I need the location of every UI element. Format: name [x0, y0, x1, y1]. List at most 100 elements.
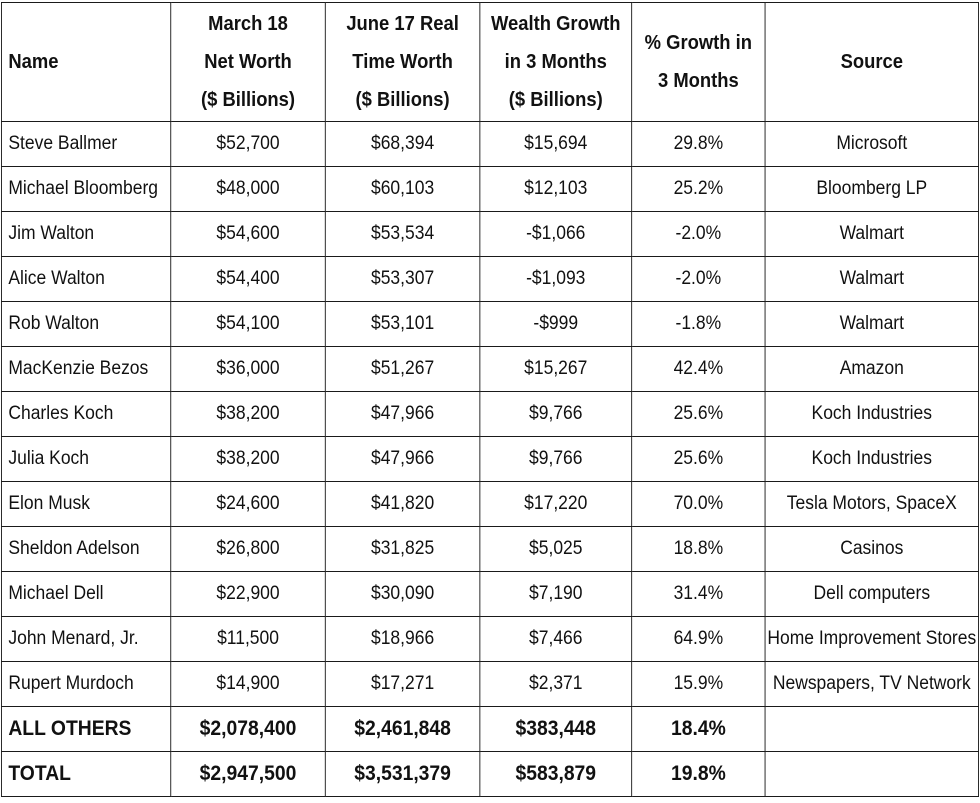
cell-june-worth: $53,307 [324, 256, 481, 302]
cell-name: Michael Bloomberg [1, 166, 172, 212]
cell-percent-growth: -1.8% [631, 301, 766, 347]
table-row: John Menard, Jr. $11,500 $18,966 $7,466 64.9… [1, 616, 979, 662]
cell-name: Elon Musk [1, 481, 172, 527]
header-row: Name March 18 Net Worth ($ Billions) Jun… [1, 2, 979, 122]
cell-wealth-growth: -$999 [479, 301, 633, 347]
cell-june-worth: $51,267 [324, 346, 481, 392]
cell-source: Koch Industries [764, 391, 979, 437]
cell-source: Koch Industries [764, 436, 979, 482]
cell-source: Bloomberg LP [764, 166, 979, 212]
cell-march-net-worth: $38,200 [170, 391, 326, 437]
cell-wealth-growth: $15,694 [479, 121, 633, 167]
cell-percent-growth: 15.9% [631, 661, 766, 707]
cell-wealth-growth: $15,267 [479, 346, 633, 392]
cell-june-worth: $53,101 [324, 301, 481, 347]
cell-march-net-worth: $2,947,500 [170, 751, 326, 797]
cell-percent-growth: 70.0% [631, 481, 766, 527]
cell-percent-growth: 42.4% [631, 346, 766, 392]
cell-wealth-growth: -$1,093 [479, 256, 633, 302]
cell-march-net-worth: $48,000 [170, 166, 326, 212]
cell-june-worth: $17,271 [324, 661, 481, 707]
cell-source [764, 751, 979, 797]
cell-name: Michael Dell [1, 571, 172, 617]
cell-march-net-worth: $52,700 [170, 121, 326, 167]
total-row: TOTAL $2,947,500 $3,531,379 $583,879 19.8% [1, 751, 979, 797]
table-row: Michael Dell $22,900 $30,090 $7,190 31.4% Del… [1, 571, 979, 617]
cell-march-net-worth: $24,600 [170, 481, 326, 527]
cell-percent-growth: 64.9% [631, 616, 766, 662]
cell-march-net-worth: $54,400 [170, 256, 326, 302]
cell-june-worth: $31,825 [324, 526, 481, 572]
cell-wealth-growth: $12,103 [479, 166, 633, 212]
header-name: Name [1, 2, 172, 122]
cell-wealth-growth: -$1,066 [479, 211, 633, 257]
cell-name: Charles Koch [1, 391, 172, 437]
cell-june-worth: $30,090 [324, 571, 481, 617]
cell-name: Rob Walton [1, 301, 172, 347]
cell-percent-growth: 18.4% [631, 706, 766, 752]
cell-name: Alice Walton [1, 256, 172, 302]
cell-source: Microsoft [764, 121, 979, 167]
cell-name: Julia Koch [1, 436, 172, 482]
cell-march-net-worth: $2,078,400 [170, 706, 326, 752]
cell-percent-growth: 25.6% [631, 391, 766, 437]
cell-wealth-growth: $7,190 [479, 571, 633, 617]
table-row: Alice Walton $54,400 $53,307 -$1,093 -2.0% Wa… [1, 256, 979, 302]
cell-percent-growth: 31.4% [631, 571, 766, 617]
table-row: Julia Koch $38,200 $47,966 $9,766 25.6% Koch … [1, 436, 979, 482]
cell-wealth-growth: $9,766 [479, 436, 633, 482]
cell-source: Newspapers, TV Network [764, 661, 979, 707]
cell-source: Home Improvement Stores [764, 616, 979, 662]
header-percent-growth: % Growth in 3 Months [631, 2, 766, 122]
cell-source: Walmart [764, 301, 979, 347]
cell-source: Tesla Motors, SpaceX [764, 481, 979, 527]
table-row: Rob Walton $54,100 $53,101 -$999 -1.8% Walmar… [1, 301, 979, 347]
header-march-net-worth: March 18 Net Worth ($ Billions) [170, 2, 326, 122]
cell-source: Amazon [764, 346, 979, 392]
cell-percent-growth: -2.0% [631, 256, 766, 302]
cell-source: Dell computers [764, 571, 979, 617]
cell-wealth-growth: $9,766 [479, 391, 633, 437]
cell-name: Jim Walton [1, 211, 172, 257]
table-row: Charles Koch $38,200 $47,966 $9,766 25.6% Koc… [1, 391, 979, 437]
cell-march-net-worth: $38,200 [170, 436, 326, 482]
header-june-worth: June 17 Real Time Worth ($ Billions) [324, 2, 481, 122]
cell-march-net-worth: $11,500 [170, 616, 326, 662]
cell-june-worth: $3,531,379 [324, 751, 481, 797]
cell-name: MacKenzie Bezos [1, 346, 172, 392]
cell-name: Sheldon Adelson [1, 526, 172, 572]
cell-march-net-worth: $22,900 [170, 571, 326, 617]
cell-june-worth: $47,966 [324, 391, 481, 437]
total-row: ALL OTHERS $2,078,400 $2,461,848 $383,448 18… [1, 706, 979, 752]
cell-wealth-growth: $383,448 [479, 706, 633, 752]
cell-march-net-worth: $54,100 [170, 301, 326, 347]
cell-name: John Menard, Jr. [1, 616, 172, 662]
cell-march-net-worth: $26,800 [170, 526, 326, 572]
cell-percent-growth: 25.6% [631, 436, 766, 482]
cell-june-worth: $47,966 [324, 436, 481, 482]
cell-june-worth: $18,966 [324, 616, 481, 662]
cell-march-net-worth: $54,600 [170, 211, 326, 257]
table-row: Rupert Murdoch $14,900 $17,271 $2,371 15.9% N… [1, 661, 979, 707]
cell-name: Steve Ballmer [1, 121, 172, 167]
cell-wealth-growth: $5,025 [479, 526, 633, 572]
cell-wealth-growth: $2,371 [479, 661, 633, 707]
table-row: Steve Ballmer $52,700 $68,394 $15,694 29.8% M… [1, 121, 979, 167]
cell-june-worth: $41,820 [324, 481, 481, 527]
cell-source [764, 706, 979, 752]
cell-march-net-worth: $14,900 [170, 661, 326, 707]
header-source: Source [764, 2, 979, 122]
cell-percent-growth: 19.8% [631, 751, 766, 797]
cell-percent-growth: 25.2% [631, 166, 766, 212]
cell-percent-growth: 29.8% [631, 121, 766, 167]
cell-source: Walmart [764, 211, 979, 257]
table-row: Sheldon Adelson $26,800 $31,825 $5,025 18.8%… [1, 526, 979, 572]
table-row: Elon Musk $24,600 $41,820 $17,220 70.0% Tesla… [1, 481, 979, 527]
cell-source: Walmart [764, 256, 979, 302]
cell-june-worth: $53,534 [324, 211, 481, 257]
table-row: MacKenzie Bezos $36,000 $51,267 $15,267 42.4… [1, 346, 979, 392]
table-row: Jim Walton $54,600 $53,534 -$1,066 -2.0% Walm… [1, 211, 979, 257]
cell-name: ALL OTHERS [1, 706, 172, 752]
table-row: Michael Bloomberg $48,000 $60,103 $12,103 25… [1, 166, 979, 212]
